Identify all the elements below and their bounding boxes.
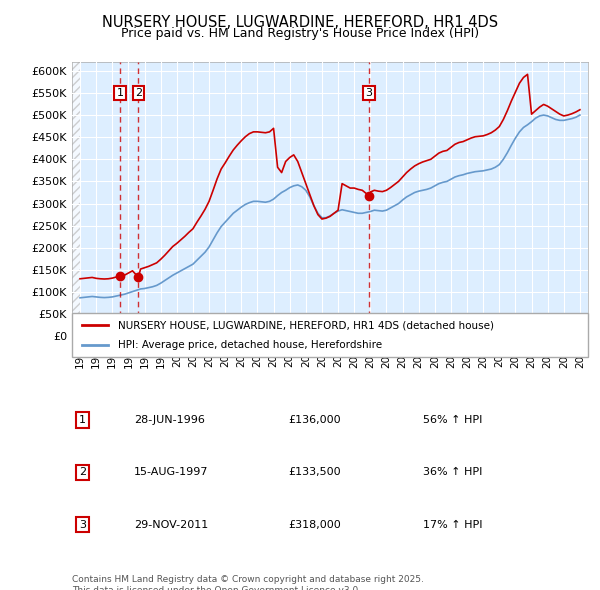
Text: 56% ↑ HPI: 56% ↑ HPI [423,415,482,425]
Text: 3: 3 [365,88,373,98]
Text: 2: 2 [79,467,86,477]
FancyBboxPatch shape [72,313,588,357]
Text: £133,500: £133,500 [289,467,341,477]
Text: 1: 1 [117,88,124,98]
Text: 29-NOV-2011: 29-NOV-2011 [134,520,208,530]
Bar [72,62,80,336]
Text: 17% ↑ HPI: 17% ↑ HPI [423,520,482,530]
Text: NURSERY HOUSE, LUGWARDINE, HEREFORD, HR1 4DS (detached house): NURSERY HOUSE, LUGWARDINE, HEREFORD, HR1… [118,320,494,330]
Text: 36% ↑ HPI: 36% ↑ HPI [423,467,482,477]
Text: Contains HM Land Registry data © Crown copyright and database right 2025.
This d: Contains HM Land Registry data © Crown c… [72,575,424,590]
Text: £318,000: £318,000 [289,520,341,530]
Text: 28-JUN-1996: 28-JUN-1996 [134,415,205,425]
Text: £136,000: £136,000 [289,415,341,425]
Text: 15-AUG-1997: 15-AUG-1997 [134,467,208,477]
Text: 2: 2 [135,88,142,98]
Text: NURSERY HOUSE, LUGWARDINE, HEREFORD, HR1 4DS: NURSERY HOUSE, LUGWARDINE, HEREFORD, HR1… [102,15,498,30]
Text: HPI: Average price, detached house, Herefordshire: HPI: Average price, detached house, Here… [118,340,383,349]
Text: 1: 1 [79,415,86,425]
Text: Price paid vs. HM Land Registry's House Price Index (HPI): Price paid vs. HM Land Registry's House … [121,27,479,40]
Text: 3: 3 [79,520,86,530]
